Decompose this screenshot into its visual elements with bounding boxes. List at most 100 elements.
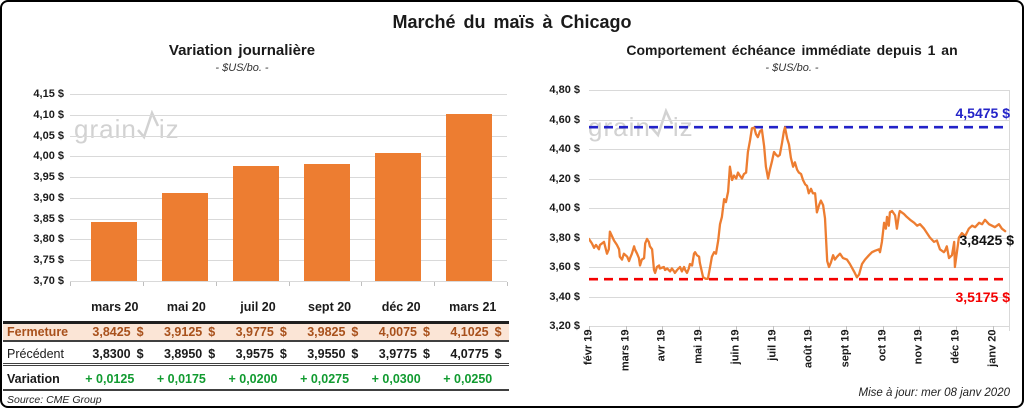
watermark-zigzag-icon: [136, 110, 159, 140]
bar-mars 21: [445, 113, 492, 281]
left-gridline: [70, 281, 507, 282]
cell-number: 3,9550: [307, 346, 346, 361]
cell-number: 3,8950: [164, 346, 203, 361]
right-y-tick-label: 3,80 $: [549, 231, 580, 244]
right-gridline: [589, 267, 1009, 268]
table-value-cell: 3,9550 $: [294, 347, 366, 361]
currency-sign: $: [279, 325, 287, 339]
x-axis-tick: [735, 326, 737, 331]
left-y-tick-label: 3,95 $: [33, 171, 64, 184]
table-header-row: mars 20 mai 20 juil 20 sept 20 déc 20 mars 21: [3, 296, 509, 318]
right-gridline: [589, 90, 1009, 91]
currency-sign: $: [208, 346, 216, 361]
bar-mai 20: [161, 192, 208, 281]
x-tick-label-déc-19: déc 19: [949, 329, 962, 364]
cell-number: + 0,0275: [300, 372, 350, 386]
right-gridline: [589, 149, 1009, 150]
table-row-précédent: Précédent 3,8300 $3,8950 $3,9575 $3,9550 $3,9…: [3, 344, 509, 366]
left-gridline: [70, 177, 507, 179]
cell-number: 3,9125: [164, 325, 203, 339]
cell-number: + 0,0300: [371, 372, 421, 386]
right-gridline: [589, 296, 1009, 298]
table-value-cell: + 0,0175: [151, 372, 223, 386]
left-gridline: [70, 156, 507, 158]
row-label: Fermeture: [7, 325, 69, 339]
right-y-tick-label: 4,40 $: [549, 143, 580, 155]
currency-sign: $: [208, 325, 216, 339]
left-bar-plot-area: [70, 94, 507, 281]
right-y-tick-label: 3,20 $: [549, 320, 580, 332]
left-gridline: [70, 218, 507, 220]
left-y-tick-label: 3,75 $: [33, 254, 64, 267]
cell-number: + 0,0125: [85, 372, 135, 386]
table-value-cell: 3,9775 $: [222, 325, 294, 339]
table-header-cell: déc 20: [381, 300, 421, 314]
right-gridline: [589, 178, 1009, 180]
cell-number: 4,1025: [450, 325, 489, 339]
cell-number: 3,9775: [235, 325, 274, 339]
right-y-tick-label: 4,00 $: [549, 202, 580, 214]
cell-number: + 0,0200: [228, 372, 278, 386]
cell-number: 3,8425: [92, 325, 131, 339]
x-axis-tick: [662, 326, 664, 331]
table-value-cell: 3,9575 $: [222, 347, 294, 361]
row-label: Variation: [7, 372, 60, 386]
left-y-tick-label: 4,10 $: [33, 108, 64, 121]
x-tick-label-févr-19: févr 19: [582, 329, 595, 365]
right-gridline: [589, 208, 1009, 209]
x-axis-tick: [845, 326, 847, 331]
watermark-text-iz: iz: [158, 114, 180, 144]
bar-déc 20: [374, 153, 421, 281]
left-chart-subtitle: - $US/bo. -: [215, 62, 269, 74]
cell-number: 4,0075: [378, 325, 418, 339]
table-value-cell: 3,8950 $: [151, 347, 223, 361]
last-price-label: 3,8425 $: [959, 232, 1015, 248]
cell-number: 4,0775: [450, 346, 489, 361]
grainwiz-watermark: grain iz: [74, 110, 180, 142]
bar-sept 20: [303, 163, 350, 281]
cell-number: 3,9575: [235, 346, 274, 361]
currency-sign: $: [423, 325, 430, 339]
row-label: Précédent: [7, 346, 64, 361]
currency-sign: $: [494, 325, 502, 339]
table-value-cell: 3,8300 $: [79, 347, 151, 361]
right-gridline: [589, 119, 1009, 121]
currency-sign: $: [351, 346, 359, 361]
x-tick-label-janv-20: janv 20: [986, 329, 999, 367]
left-x-axis-tick: [70, 282, 71, 286]
x-tick-label-avr-19: avr 19: [655, 329, 668, 362]
left-y-tick-label: 3,90 $: [33, 191, 64, 204]
table-value-cell: 3,9825 $: [294, 325, 366, 339]
x-axis-tick: [992, 326, 994, 331]
table-value-cell: 4,0775 $: [437, 347, 509, 361]
left-y-tick-label: 4,00 $: [33, 150, 64, 163]
currency-sign: $: [423, 346, 430, 361]
table-value-cell: 3,8425 $: [79, 325, 151, 339]
currency-sign: $: [494, 346, 502, 361]
x-tick-label-juin-19: juin 19: [729, 329, 742, 365]
table-row-variation: Variation + 0,0125 + 0,0175 + 0,0200 + 0,027…: [3, 369, 509, 391]
left-x-axis-tick: [507, 282, 508, 286]
table-value-cell: 4,1025 $: [437, 325, 509, 339]
bar-mars 20: [91, 221, 137, 281]
left-y-tick-label: 3,70 $: [33, 275, 64, 287]
x-tick-label-oct-19: oct 19: [876, 329, 889, 362]
left-gridline: [70, 114, 507, 116]
cell-number: + 0,0175: [156, 372, 206, 386]
table-header-cell: juil 20: [240, 300, 276, 314]
right-chart-title: Comportement échéance immédiate depuis 1…: [626, 42, 958, 58]
table-value-cell: + 0,0200: [222, 372, 294, 386]
right-gridline: [589, 237, 1009, 239]
right-gridline: [589, 326, 1009, 327]
x-tick-label-sept-19: sept 19: [839, 329, 852, 368]
left-gridline: [70, 197, 507, 199]
right-y-tick-label: 4,60 $: [549, 113, 580, 126]
left-x-axis-tick: [434, 282, 436, 286]
support-label: 3,5175 $: [955, 289, 1011, 305]
currency-sign: $: [136, 325, 144, 339]
currency-sign: $: [351, 325, 359, 339]
source-note: Source: CME Group: [7, 394, 102, 406]
left-y-tick-label: 3,80 $: [33, 233, 64, 246]
x-tick-label-mai-19: mai 19: [692, 329, 705, 364]
